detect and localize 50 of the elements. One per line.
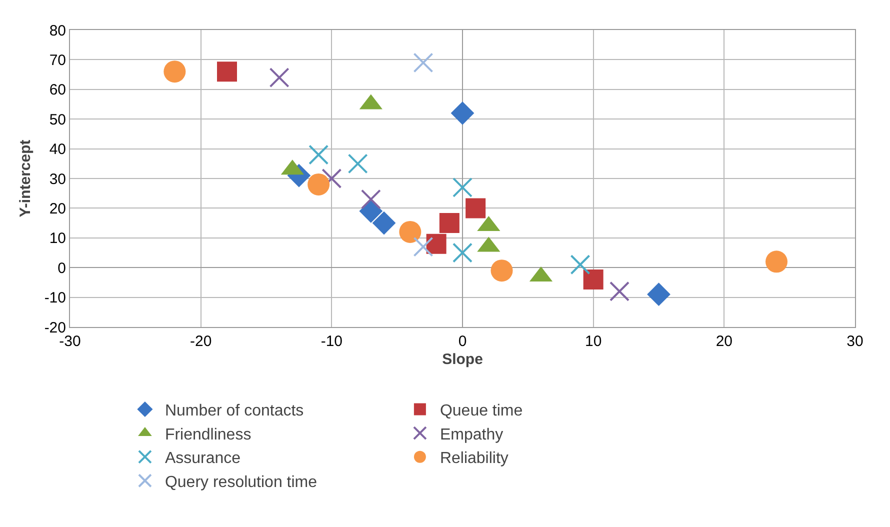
point [452,177,472,198]
point [439,213,460,234]
point [217,62,237,82]
point [583,269,604,290]
point [426,234,446,254]
point [348,154,368,174]
y-tick-label: 10 [49,230,66,248]
x-tick-label: 0 [458,333,467,350]
point [164,60,186,83]
point [399,220,422,243]
legend-label: Friendliness [164,426,252,444]
legend-label: Queue time [440,402,523,420]
legend-label: Reliability [440,450,508,468]
y-tick-label: -10 [44,290,66,307]
point [413,236,434,257]
x-tick-label: 30 [846,333,864,350]
x-tick-label: 20 [716,333,733,350]
point [413,52,434,73]
point [610,281,630,302]
y-tick-label: 60 [49,82,66,99]
point [466,198,486,218]
point [766,250,788,273]
x-axis-title: Slope [442,351,483,368]
point [322,168,342,188]
point [372,211,396,235]
point [570,254,590,275]
legend-label: Number of contacts [164,402,304,420]
point [647,282,670,306]
y-tick-label: 80 [49,22,66,40]
point [450,101,474,125]
point [359,199,383,223]
legend-label: Query resolution time [164,474,318,491]
legend-label: Empathy [440,426,504,444]
y-tick-label: 40 [49,141,66,158]
y-tick-label: 20 [49,200,66,218]
point [452,242,472,263]
legend-label: Assurance [164,450,241,468]
point [490,260,513,282]
x-tick-label: -20 [190,333,212,350]
point [269,68,290,88]
y-tick-label: 50 [49,111,66,128]
point [308,144,329,165]
point [360,189,381,210]
y-tick-label: 70 [49,52,66,69]
y-axis-title: Y-intercept [17,140,34,218]
x-tick-label: -10 [320,333,343,350]
y-tick-label: 0 [58,260,66,277]
x-tick-label: 10 [584,333,602,350]
y-tick-label: 30 [49,170,66,188]
point [308,173,330,196]
